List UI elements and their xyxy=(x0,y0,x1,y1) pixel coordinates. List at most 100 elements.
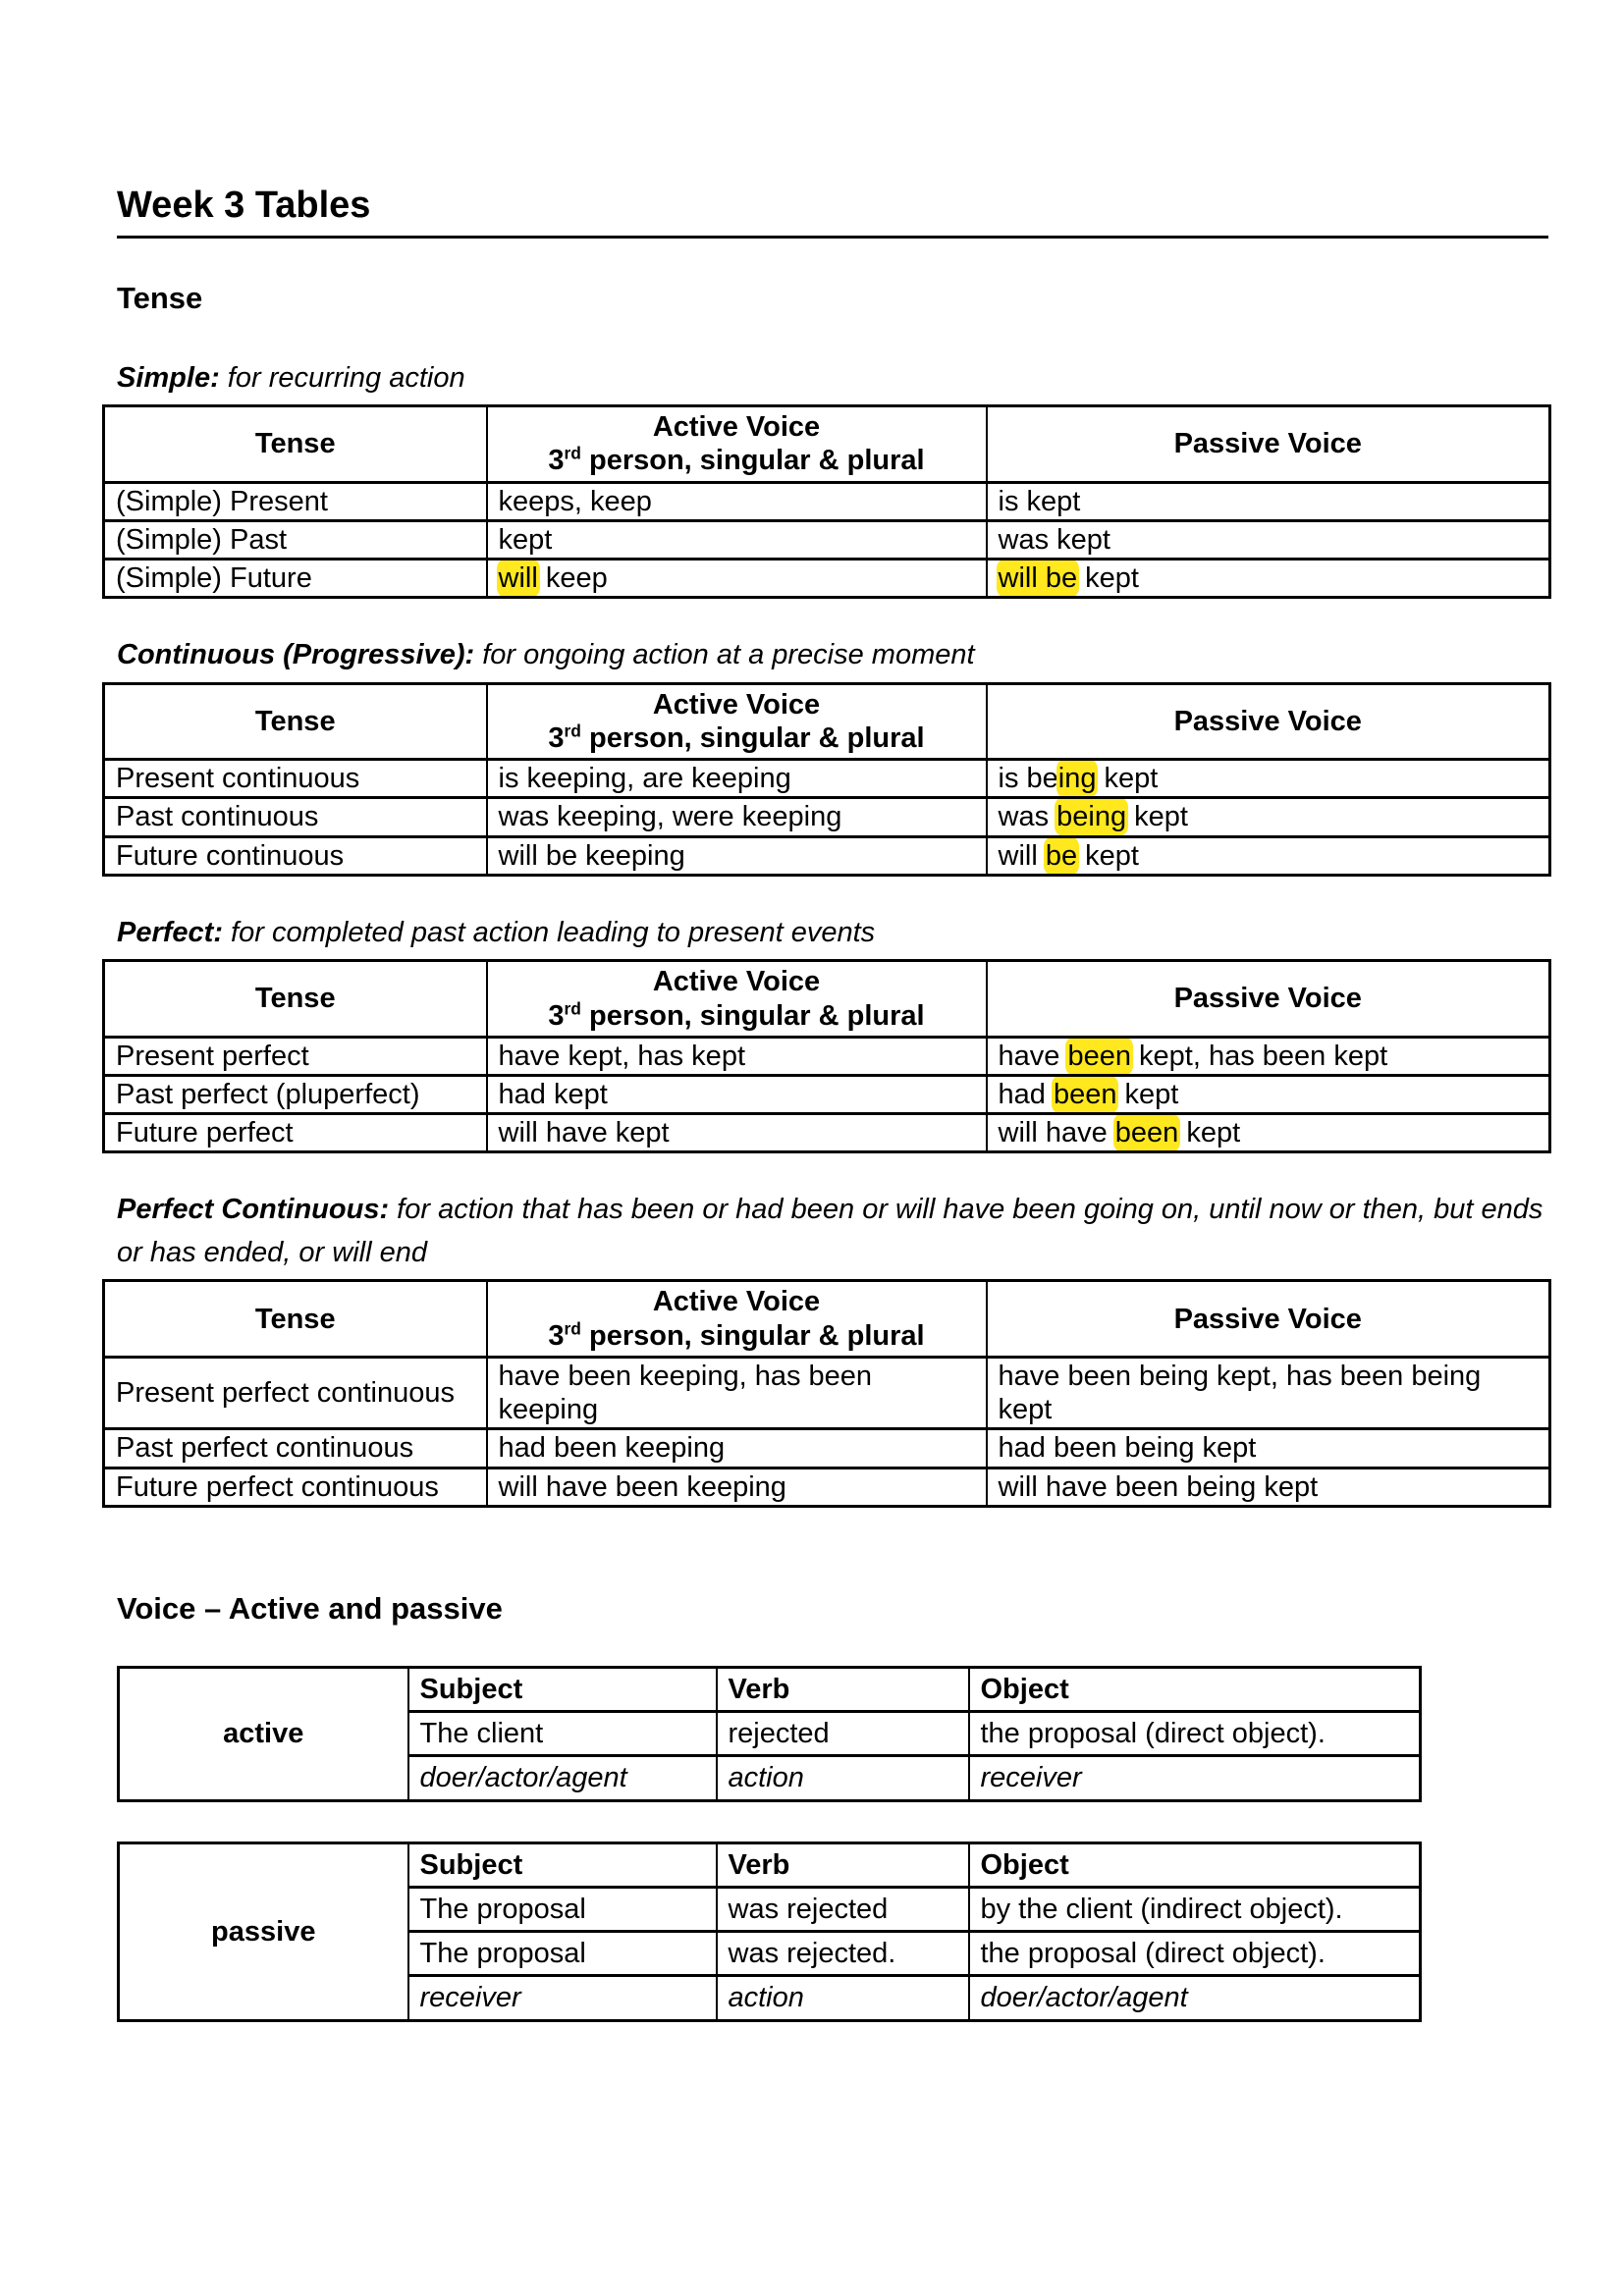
cell-text: had been keeping xyxy=(498,1432,726,1465)
table-header-row: Tense Active Voice 3rd person, singular … xyxy=(102,404,1551,484)
highlighted-text: been xyxy=(1065,1040,1133,1073)
simple-tense-table: Tense Active Voice 3rd person, singular … xyxy=(102,404,1551,600)
active-voice-header-line1: Active Voice xyxy=(652,1286,821,1318)
cell-text: kept xyxy=(1178,1117,1241,1149)
ordinal-suffix: rd xyxy=(564,997,581,1018)
passive-cell: will have been kept xyxy=(985,1112,1551,1154)
active-voice-column-header: Active Voice 3rd person, singular & plur… xyxy=(485,681,988,762)
active-voice-header-line1: Active Voice xyxy=(652,411,821,444)
cell-text: kept xyxy=(498,523,553,556)
table-row: Present continuous is keeping, are keepi… xyxy=(102,758,1551,800)
ordinal-base: 3 xyxy=(548,999,565,1032)
cell-text: have been being kept, has been being kep… xyxy=(998,1360,1482,1426)
table-row: Past perfect continuous had been keeping… xyxy=(102,1427,1551,1469)
verb-role-cell: action xyxy=(715,1974,970,2022)
active-cell: will have kept xyxy=(485,1112,988,1154)
cell-text: had xyxy=(998,1079,1054,1111)
cell-text: will have been being kept xyxy=(998,1470,1319,1503)
tense-cell: Future perfect continuous xyxy=(102,1466,488,1508)
tense-cell: (Simple) Present xyxy=(102,480,488,522)
passive-voice-column-header: Passive Voice xyxy=(985,404,1551,484)
table-header-row: passive Subject Verb Object xyxy=(117,1841,1422,2022)
active-voice-table: active Subject Verb Object The client re… xyxy=(117,1665,1422,1802)
verb-role-cell: action xyxy=(715,1754,970,1802)
verb-column-header: Verb xyxy=(715,1665,970,1714)
passive-cell: had been kept xyxy=(985,1074,1551,1116)
caption-label: Simple: xyxy=(117,361,220,394)
active-cell: have been keeping, has been keeping xyxy=(485,1355,988,1431)
cell-text: will have xyxy=(998,1117,1115,1149)
simple-table-caption: Simple: for recurring action xyxy=(117,357,1548,400)
tense-cell: Past perfect (pluperfect) xyxy=(102,1074,488,1116)
cell-text: will have been keeping xyxy=(498,1470,786,1503)
table-header-row: active Subject Verb Object xyxy=(117,1665,1422,1802)
highlighted-text: will be xyxy=(996,561,1080,595)
ordinal-base: 3 xyxy=(548,445,565,477)
roles-row: doer/actor/agent action receiver xyxy=(119,1754,1422,1802)
table-row: The proposal was rejected by the client … xyxy=(119,1885,1422,1934)
continuous-tense-table: Tense Active Voice 3rd person, singular … xyxy=(102,681,1551,877)
passive-voice-column-header: Passive Voice xyxy=(985,959,1551,1039)
active-cell: have kept, has kept xyxy=(485,1035,988,1078)
ordinal-base: 3 xyxy=(548,722,565,754)
person-label: person, singular & plural xyxy=(580,1319,925,1352)
tense-cell: Past perfect continuous xyxy=(102,1427,488,1469)
cell-text: is keeping, are keeping xyxy=(498,763,791,795)
perfect-continuous-tense-table: Tense Active Voice 3rd person, singular … xyxy=(102,1279,1551,1508)
perfect-table-caption: Perfect: for completed past action leadi… xyxy=(117,912,1548,955)
highlighted-text: be xyxy=(1043,839,1080,873)
active-voice-header-line2: 3rd person, singular & plural xyxy=(496,444,978,477)
object-cell: by the client (indirect object). xyxy=(967,1885,1422,1934)
verb-cell: rejected xyxy=(715,1710,970,1758)
table-row: Present perfect continuous have been kee… xyxy=(102,1355,1551,1431)
perfect-tense-table: Tense Active Voice 3rd person, singular … xyxy=(102,959,1551,1154)
caption-description: for ongoing action at a precise moment xyxy=(474,639,975,671)
subject-role-cell: receiver xyxy=(406,1974,718,2022)
cell-text: kept, has been kept xyxy=(1130,1040,1388,1072)
cell-text: keep xyxy=(537,562,608,595)
cell-text: will be keeping xyxy=(498,839,685,872)
subject-role-cell: doer/actor/agent xyxy=(406,1754,718,1802)
cell-text: is kept xyxy=(998,485,1081,517)
cell-text: had been being kept xyxy=(998,1432,1257,1465)
active-voice-column-header: Active Voice 3rd person, singular & plur… xyxy=(485,1279,988,1359)
passive-cell: will be kept xyxy=(985,834,1551,877)
cell-text: was keeping, were keeping xyxy=(498,801,842,833)
passive-cell: will be kept xyxy=(985,558,1551,600)
active-cell: is keeping, are keeping xyxy=(485,758,988,800)
cell-text: keeps, keep xyxy=(498,485,652,517)
cell-text: kept xyxy=(1077,562,1139,595)
tense-column-header: Tense xyxy=(102,1279,488,1359)
table-row: Future perfect continuous will have been… xyxy=(102,1466,1551,1508)
object-cell: the proposal (direct object). xyxy=(967,1710,1422,1758)
roles-row: receiver action doer/actor/agent xyxy=(119,1974,1422,2022)
voice-section-heading: Voice – Active and passive xyxy=(117,1590,503,1626)
caption-description: for action that has been or had been or … xyxy=(117,1194,1543,1268)
voice-label-passive: passive xyxy=(117,1841,409,2022)
passive-cell: is kept xyxy=(985,480,1551,522)
tense-column-header: Tense xyxy=(102,681,488,762)
cell-text: will have kept xyxy=(498,1117,670,1149)
table-row: (Simple) Future will keep will be kept xyxy=(102,558,1551,600)
active-cell: had been keeping xyxy=(485,1427,988,1469)
caption-description: for completed past action leading to pre… xyxy=(223,916,876,948)
table-row: Past perfect (pluperfect) had kept had b… xyxy=(102,1074,1551,1116)
cell-text: have xyxy=(998,1040,1068,1072)
tense-column-header: Tense xyxy=(102,404,488,484)
passive-voice-column-header: Passive Voice xyxy=(985,681,1551,762)
active-cell: will be keeping xyxy=(485,834,988,877)
caption-label: Continuous (Progressive): xyxy=(117,639,475,671)
highlighted-text: been xyxy=(1051,1078,1119,1111)
tense-column-header: Tense xyxy=(102,959,488,1039)
table-row: Future continuous will be keeping will b… xyxy=(102,834,1551,877)
object-role-cell: receiver xyxy=(967,1754,1422,1802)
tense-cell: (Simple) Future xyxy=(102,558,488,600)
passive-voice-column-header: Passive Voice xyxy=(985,1279,1551,1359)
table-row: (Simple) Present keeps, keep is kept xyxy=(102,480,1551,522)
person-label: person, singular & plural xyxy=(580,445,925,477)
passive-cell: have been being kept, has been being kep… xyxy=(985,1355,1551,1431)
subject-cell: The proposal xyxy=(406,1930,718,1978)
active-voice-header-line2: 3rd person, singular & plural xyxy=(496,999,978,1033)
table-header-row: Tense Active Voice 3rd person, singular … xyxy=(102,681,1551,762)
